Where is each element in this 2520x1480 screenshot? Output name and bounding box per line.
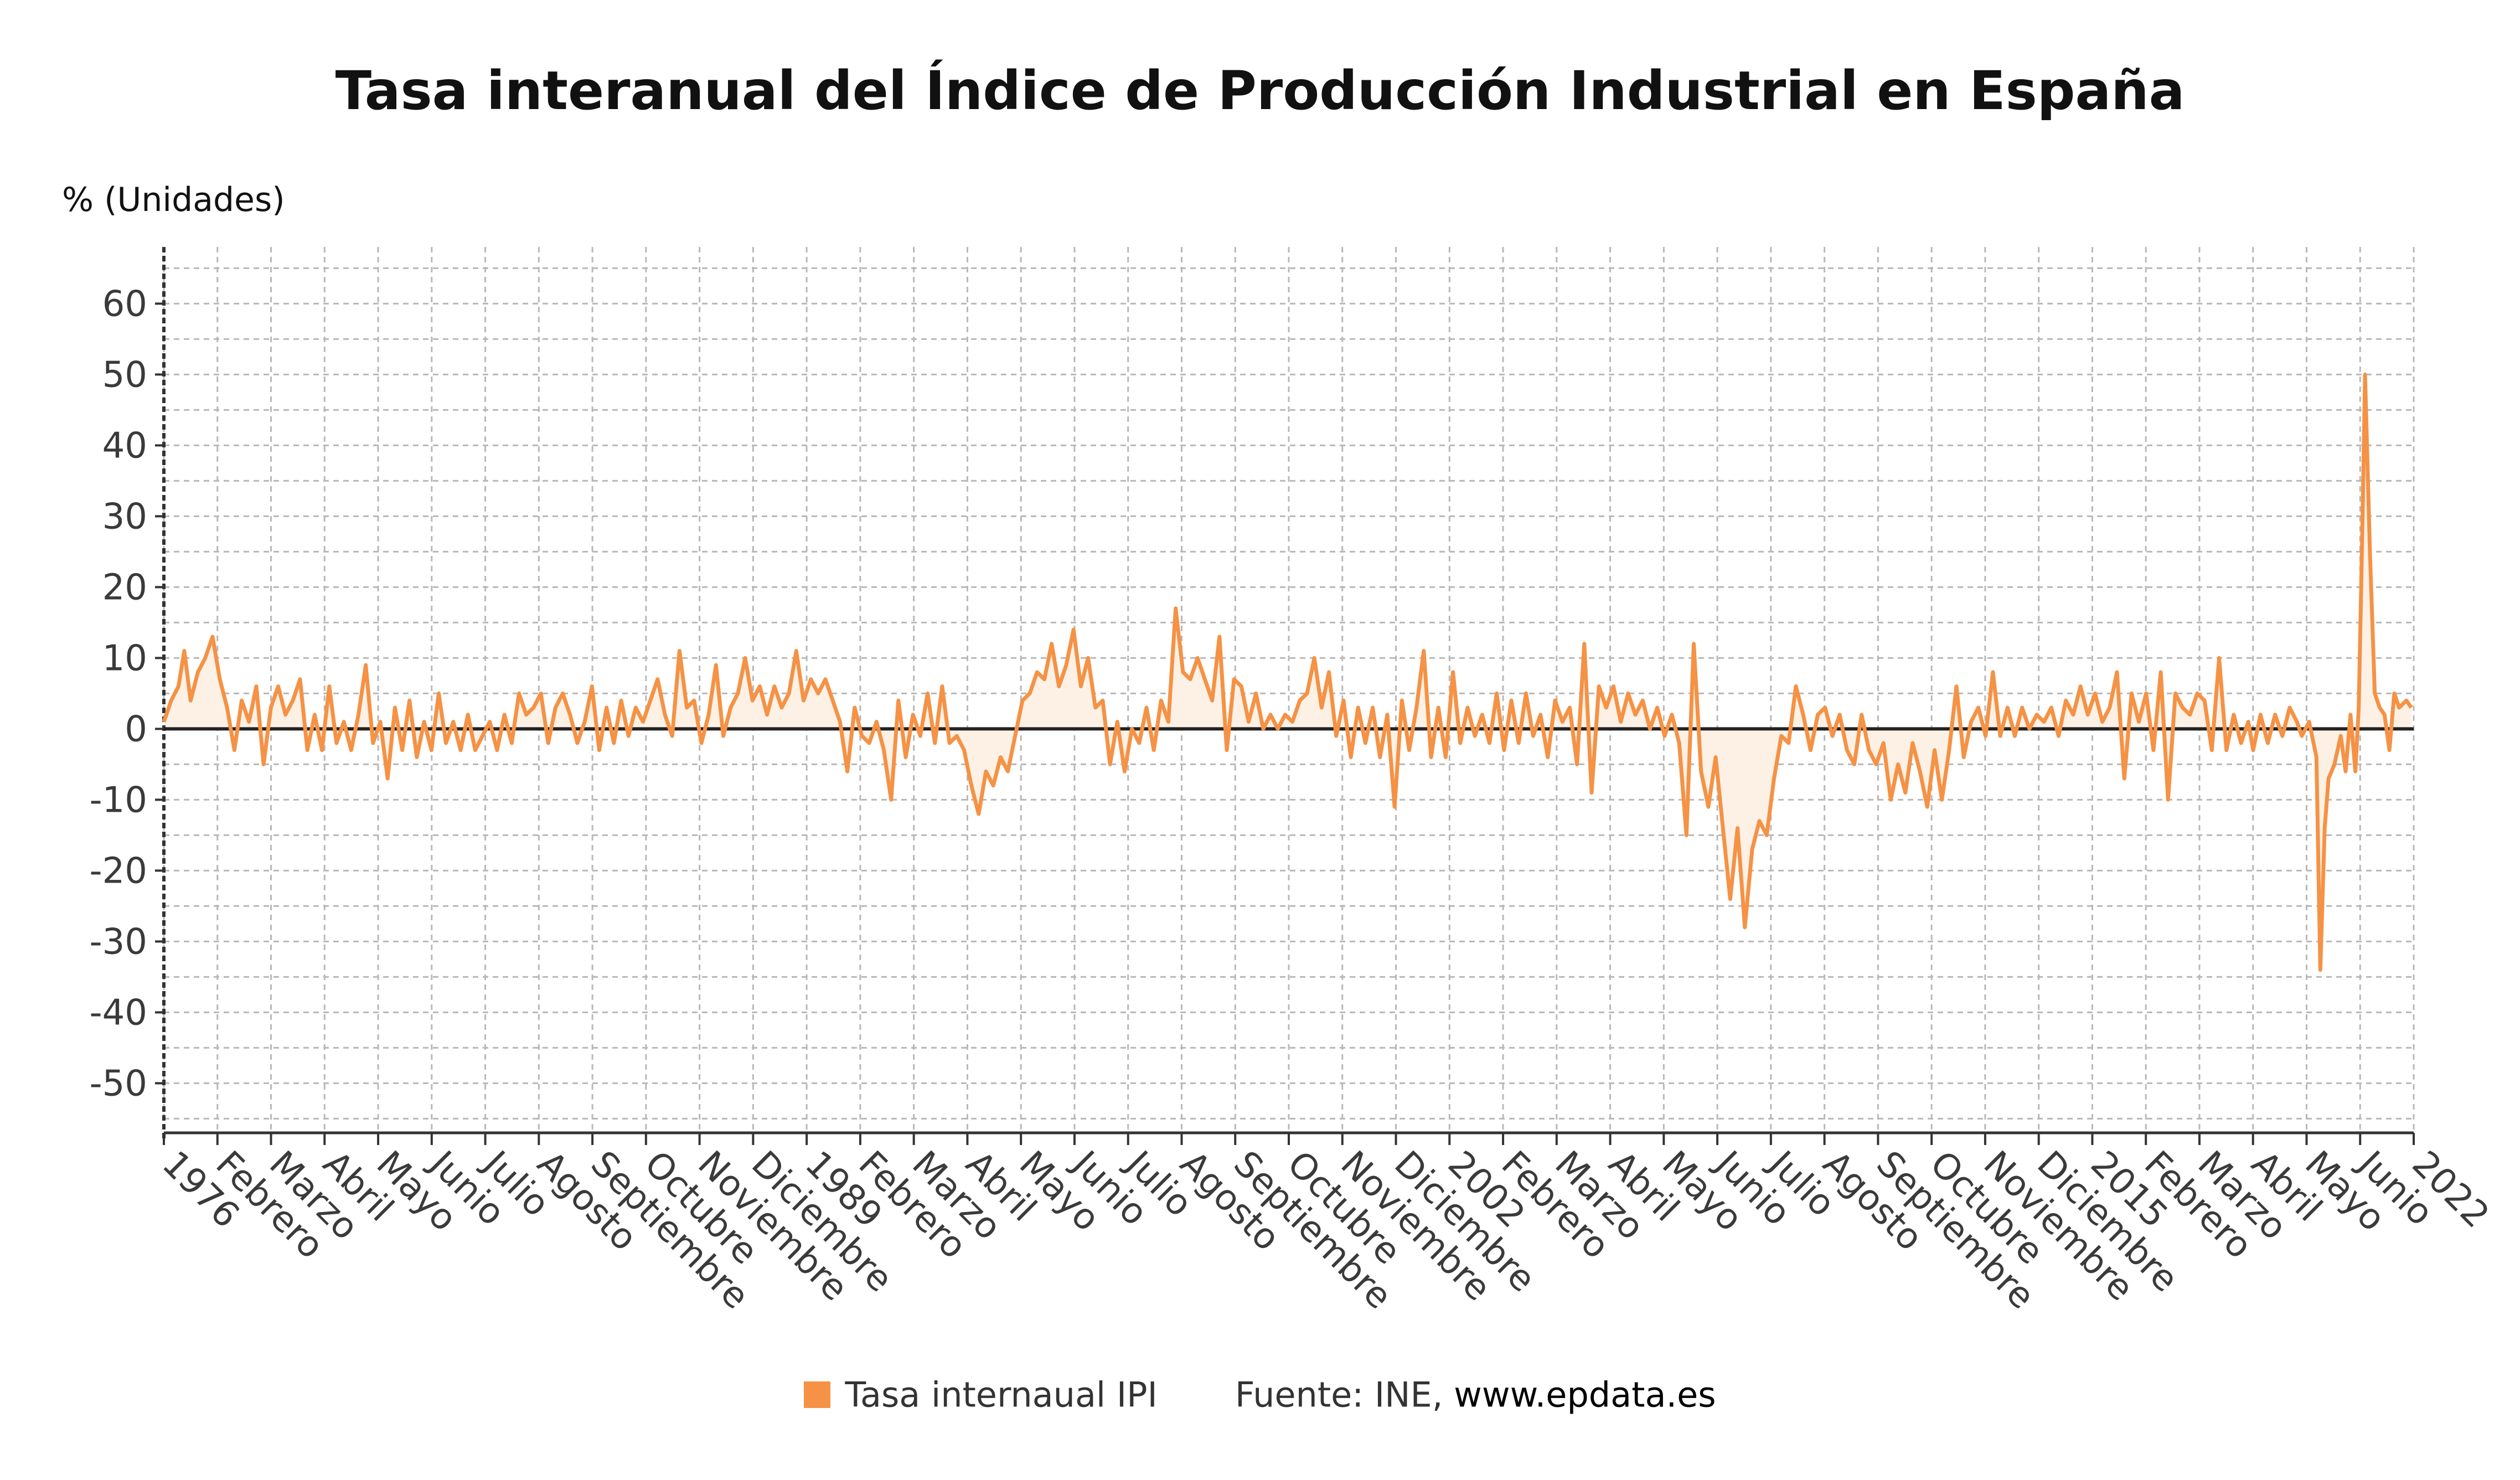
series-area xyxy=(164,374,2411,970)
x-tick-labels: 1976FebreroMarzoAbrilMayoJunioJulioAgost… xyxy=(154,1142,2497,1317)
y-tick-label: 0 xyxy=(125,709,147,750)
y-tick-label: -10 xyxy=(89,780,147,821)
legend-series-label: Tasa internaual IPI xyxy=(845,1374,1158,1415)
y-tick-label: 40 xyxy=(102,425,147,466)
y-tick-label: 50 xyxy=(102,354,147,395)
source-site: www.epdata.es xyxy=(1454,1374,1716,1415)
source-prefix: Fuente: INE, xyxy=(1235,1374,1443,1415)
grid-lines xyxy=(163,247,2415,1133)
y-tick-label: -40 xyxy=(89,992,147,1033)
legend: Tasa internaual IPI Fuente: INE, www.epda… xyxy=(0,1372,2520,1415)
series-line-tasa-ipi xyxy=(162,372,2413,972)
chart-title: Tasa interanual del Índice de Producción… xyxy=(335,60,2185,122)
y-axis-unit-label: % (Unidades) xyxy=(62,181,285,219)
y-tick-label: -30 xyxy=(89,921,147,962)
y-tick-label: -20 xyxy=(89,850,147,891)
area-fill xyxy=(164,374,2411,970)
y-tick-label: 10 xyxy=(102,638,147,679)
y-tick-labels: 60 50 40 30 20 10 0 -10 -20 -30 -40 -50 xyxy=(89,283,147,1104)
y-tick-label: -50 xyxy=(89,1063,147,1104)
y-tick-label: 20 xyxy=(102,567,147,608)
legend-swatch xyxy=(804,1381,831,1408)
series-layer xyxy=(162,372,2413,972)
y-tick-label: 60 xyxy=(102,283,147,324)
y-tick-label: 30 xyxy=(102,496,147,537)
axes xyxy=(155,247,2415,1145)
